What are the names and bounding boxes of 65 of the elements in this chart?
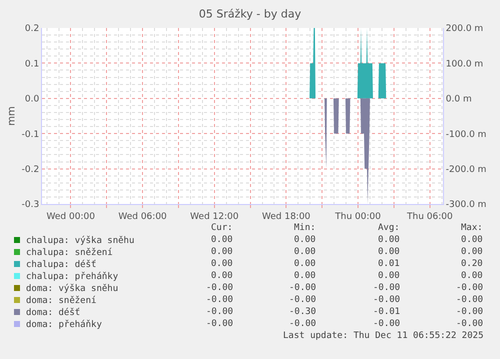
text: -0.00 bbox=[206, 295, 234, 305]
legend-label: chalupa: přeháňky bbox=[26, 271, 119, 282]
text: -0.00 bbox=[456, 307, 484, 317]
text: -0.00 bbox=[456, 319, 484, 329]
y2-tick-label: 100.0 m bbox=[446, 59, 484, 70]
text: 0.00 bbox=[211, 271, 233, 281]
text: 0.00 bbox=[461, 247, 483, 257]
legend-label: chalupa: déšť bbox=[26, 259, 96, 270]
text: 0.00 bbox=[461, 235, 483, 245]
x-tick-label: Wed 00:00 bbox=[46, 212, 96, 222]
legend-label: doma: déšť bbox=[26, 307, 80, 318]
text: 0.00 bbox=[294, 235, 316, 245]
legend-label: chalupa: sněžení bbox=[26, 247, 113, 258]
x-tick-label: Wed 06:00 bbox=[118, 212, 168, 222]
text: -0.00 bbox=[456, 295, 484, 305]
text: -0.30 bbox=[289, 307, 316, 317]
text: 0.00 bbox=[378, 247, 400, 257]
y2-tick-label: -200.0 m bbox=[446, 164, 486, 175]
y-axis-title: mm bbox=[6, 106, 18, 126]
legend-label: doma: sněžení bbox=[26, 295, 96, 306]
text: Cur: bbox=[211, 223, 233, 233]
text: -0.00 bbox=[289, 319, 316, 329]
x-tick-label: Wed 18:00 bbox=[262, 212, 311, 222]
text: -0.00 bbox=[373, 283, 400, 293]
y2-tick-label: 200.0 m bbox=[446, 24, 484, 34]
text: Max: bbox=[461, 223, 483, 233]
legend-label: chalupa: výška sněhu bbox=[26, 235, 134, 246]
legend-label: doma: přeháňky bbox=[26, 319, 102, 330]
chart-title: 05 Srážky - by day bbox=[198, 8, 302, 21]
x-tick-label: Thu 06:00 bbox=[406, 212, 453, 222]
y-tick-label: -0.3 bbox=[22, 200, 40, 210]
text: -0.01 bbox=[373, 307, 400, 317]
text: -0.00 bbox=[206, 283, 234, 293]
x-tick-label: Wed 12:00 bbox=[190, 212, 239, 222]
text: Min: bbox=[294, 223, 316, 233]
y-tick-label: -0.1 bbox=[22, 130, 40, 140]
text: 0.00 bbox=[378, 271, 400, 281]
text: 0.00 bbox=[294, 247, 316, 257]
y2-tick-label: 0.0 m bbox=[446, 94, 472, 105]
text: -0.00 bbox=[206, 307, 234, 317]
text: 0.00 bbox=[211, 235, 233, 245]
text: -0.00 bbox=[373, 295, 400, 305]
text: 0.01 bbox=[378, 259, 400, 269]
y2-tick-label: -100.0 m bbox=[446, 130, 486, 140]
text: 0.00 bbox=[211, 247, 233, 257]
x-tick-label: Thu 00:00 bbox=[334, 212, 382, 222]
legend-label: doma: výška sněhu bbox=[26, 283, 118, 294]
text: -0.00 bbox=[206, 319, 234, 329]
text: -0.00 bbox=[289, 283, 316, 293]
text: 0.00 bbox=[294, 259, 316, 269]
text: -0.00 bbox=[456, 283, 484, 293]
y-tick-label: -0.2 bbox=[22, 164, 40, 175]
text: 0.00 bbox=[461, 271, 483, 281]
text: -0.00 bbox=[289, 295, 316, 305]
y-tick-label: 0.1 bbox=[24, 59, 40, 70]
text: 0.20 bbox=[461, 259, 483, 269]
text: 0.00 bbox=[294, 271, 316, 281]
text: Last update: Thu Dec 11 06:55:22 2025 bbox=[283, 331, 484, 341]
y-tick-label: 0.2 bbox=[24, 24, 40, 34]
y2-tick-label: -300.0 m bbox=[446, 200, 486, 210]
text: 0.00 bbox=[378, 235, 400, 245]
text: -0.00 bbox=[373, 319, 400, 329]
text: 0.00 bbox=[211, 259, 233, 269]
text: Avg: bbox=[378, 223, 400, 233]
y-tick-label: 0.0 bbox=[24, 94, 40, 105]
